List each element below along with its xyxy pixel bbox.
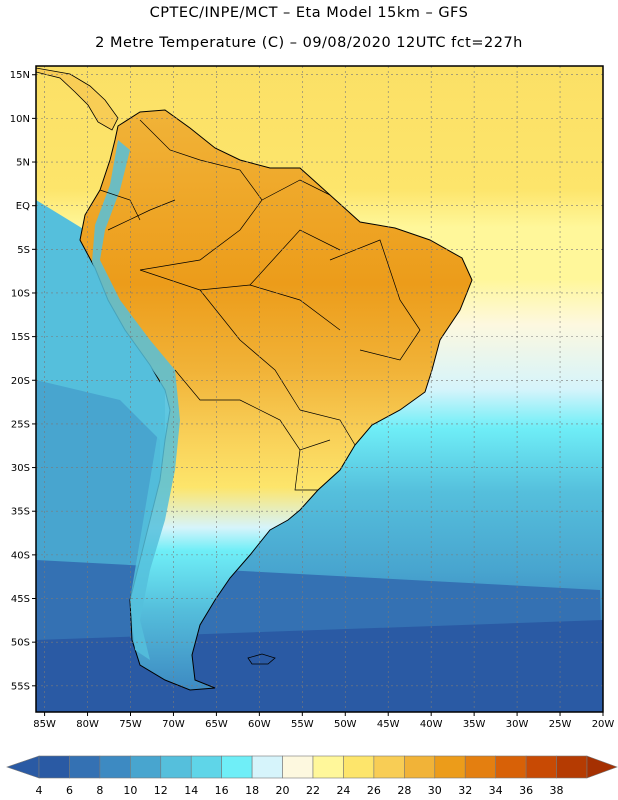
lon-tick-label: 30W	[506, 719, 529, 730]
colorbar-label: 32	[458, 784, 472, 797]
lon-tick-label: 45W	[377, 719, 400, 730]
colorbar-swatch	[282, 755, 314, 779]
lon-tick-label: 20W	[592, 719, 615, 730]
colorbar-label: 30	[428, 784, 442, 797]
lat-tick-label: 15N	[10, 70, 30, 81]
lon-tick-label: 40W	[420, 719, 443, 730]
lat-tick-label: 10S	[11, 288, 30, 299]
lat-tick-label: EQ	[16, 201, 30, 212]
lat-tick-label: 25S	[11, 419, 30, 430]
colorbar-swatch	[130, 755, 162, 779]
colorbar-swatch	[464, 755, 496, 779]
colorbar-label: 18	[245, 784, 259, 797]
lon-tick-label: 85W	[33, 719, 56, 730]
colorbar-label: 36	[519, 784, 533, 797]
lon-tick-label: 35W	[463, 719, 486, 730]
lat-tick-label: 5N	[16, 158, 30, 169]
colorbar-swatch	[495, 755, 527, 779]
lon-tick-label: 55W	[291, 719, 314, 730]
colorbar-swatch	[312, 755, 344, 779]
colorbar-swatch	[556, 755, 588, 779]
colorbar-label: 34	[489, 784, 503, 797]
colorbar-label: 12	[154, 784, 168, 797]
lat-tick-label: 15S	[11, 332, 30, 343]
colorbar-label: 38	[550, 784, 564, 797]
colorbar-label: 26	[367, 784, 381, 797]
colorbar-swatch	[343, 755, 375, 779]
colorbar-label: 20	[276, 784, 290, 797]
colorbar-swatch	[221, 755, 253, 779]
lon-tick-label: 60W	[248, 719, 271, 730]
colorbar-swatch	[251, 755, 283, 779]
colorbar-label: 24	[336, 784, 350, 797]
colorbar-label: 4	[36, 784, 43, 797]
colorbar-swatch	[404, 755, 436, 779]
colorbar-high-arrow	[586, 755, 618, 779]
lon-tick-label: 50W	[334, 719, 357, 730]
country-borders	[99, 119, 421, 491]
lat-tick-label: 30S	[11, 463, 30, 474]
map-title-line-2: 2 Metre Temperature (C) – 09/08/2020 12U…	[95, 35, 523, 51]
lat-tick-label: 20S	[11, 376, 30, 387]
lat-tick-label: 40S	[11, 550, 30, 561]
colorbar-low-arrow	[6, 755, 40, 779]
colorbar-label: 8	[96, 784, 103, 797]
colorbar-label: 6	[66, 784, 73, 797]
map-frame	[35, 65, 604, 713]
lon-tick-label: 65W	[205, 719, 228, 730]
longitude-tick-labels: 85W 80W 75W 70W 65W 60W 55W 50W 45W 40W 35W 30W 25W 2…	[33, 719, 614, 730]
colorbar-label: 22	[306, 784, 320, 797]
lat-tick-label: 45S	[11, 594, 30, 605]
colorbar-swatch	[525, 755, 557, 779]
map-title-line-1: CPTEC/INPE/MCT – Eta Model 15km – GFS	[149, 5, 469, 21]
colorbar-swatch	[190, 755, 222, 779]
colorbar-swatch	[434, 755, 466, 779]
colorbar-swatch	[373, 755, 405, 779]
central-america-landmass	[36, 67, 119, 131]
colorbar-swatch	[160, 755, 192, 779]
latitude-tick-labels: 15N 10N 5N EQ 5S 10S 15S 20S 25S 30S 35S 40S 45S 50S 5…	[10, 70, 30, 692]
colorbar-swatch	[69, 755, 101, 779]
lat-tick-label: 50S	[11, 638, 30, 649]
colorbar-swatch	[38, 755, 70, 779]
colorbar-label: 14	[184, 784, 198, 797]
lon-tick-label: 25W	[549, 719, 572, 730]
lat-tick-label: 10N	[10, 114, 30, 125]
lon-tick-label: 75W	[119, 719, 142, 730]
lat-tick-label: 35S	[11, 507, 30, 518]
colorbar: 4 6 8 10 12 14 16 18 20 22 24 26 28 30 32 34 36 38	[6, 755, 618, 797]
lat-tick-label: 55S	[11, 681, 30, 692]
colorbar-label: 28	[397, 784, 411, 797]
lon-tick-label: 70W	[162, 719, 185, 730]
lon-tick-label: 80W	[76, 719, 99, 730]
colorbar-swatch	[99, 755, 131, 779]
falkland-islands	[247, 653, 276, 665]
andes-cool-band	[92, 140, 180, 660]
map-field	[36, 66, 603, 712]
colorbar-label: 10	[123, 784, 137, 797]
colorbar-label: 16	[215, 784, 229, 797]
lat-tick-label: 5S	[17, 245, 30, 256]
